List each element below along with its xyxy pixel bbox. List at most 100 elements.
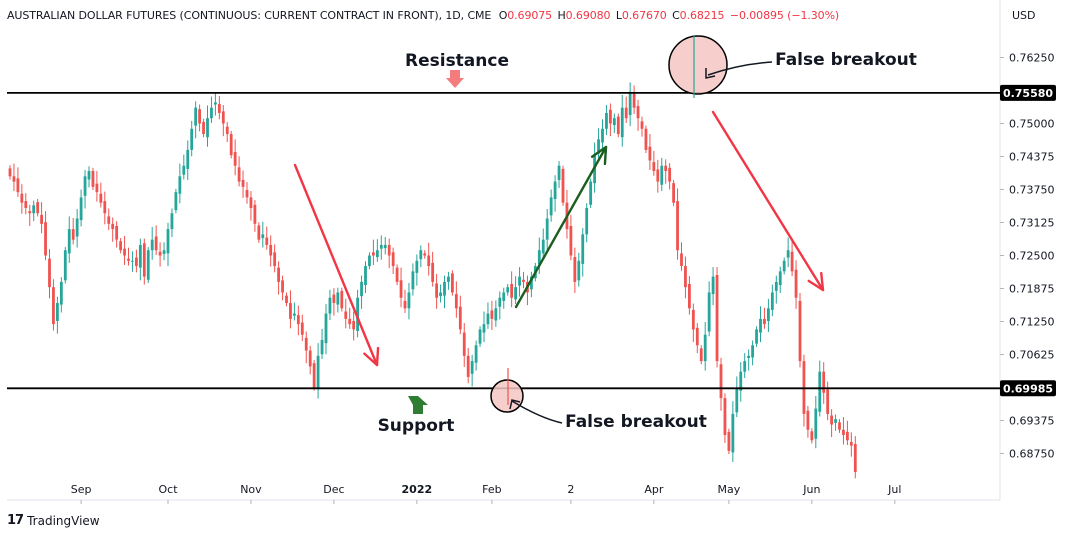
candle[interactable] bbox=[609, 103, 612, 137]
candle[interactable] bbox=[174, 188, 178, 214]
candle[interactable] bbox=[838, 419, 841, 433]
candle[interactable] bbox=[285, 292, 288, 307]
candle[interactable] bbox=[336, 287, 340, 313]
candle[interactable] bbox=[431, 251, 435, 287]
candle[interactable] bbox=[585, 203, 589, 243]
candle[interactable] bbox=[834, 414, 837, 431]
candle[interactable] bbox=[415, 254, 419, 286]
candle[interactable] bbox=[802, 354, 806, 427]
candle[interactable] bbox=[790, 240, 794, 277]
candle[interactable] bbox=[40, 202, 43, 234]
candle[interactable] bbox=[229, 130, 233, 159]
candle[interactable] bbox=[743, 353, 747, 378]
candle[interactable] bbox=[375, 239, 379, 262]
candle[interactable] bbox=[316, 343, 320, 399]
candle[interactable] bbox=[470, 354, 474, 387]
candle[interactable] bbox=[379, 235, 383, 260]
candle[interactable] bbox=[739, 362, 743, 402]
candle[interactable] bbox=[530, 271, 533, 298]
candle[interactable] bbox=[328, 289, 332, 320]
candle[interactable] bbox=[210, 96, 213, 123]
candle[interactable] bbox=[257, 222, 261, 243]
candle[interactable] bbox=[364, 261, 367, 293]
candle[interactable] bbox=[249, 191, 253, 221]
candle[interactable] bbox=[439, 284, 442, 303]
candle[interactable] bbox=[312, 360, 316, 391]
candle[interactable] bbox=[241, 170, 245, 198]
candle[interactable] bbox=[225, 121, 229, 142]
candle[interactable] bbox=[711, 267, 715, 306]
candle[interactable] bbox=[680, 242, 683, 271]
candle[interactable] bbox=[462, 323, 466, 367]
candle[interactable] bbox=[561, 165, 565, 206]
candle[interactable] bbox=[735, 376, 739, 418]
candle[interactable] bbox=[447, 271, 450, 290]
candle[interactable] bbox=[182, 154, 186, 180]
candle[interactable] bbox=[95, 171, 99, 202]
candle[interactable] bbox=[269, 235, 273, 267]
candle[interactable] bbox=[842, 417, 845, 445]
tradingview-brand[interactable]: 17 TradingView bbox=[7, 513, 100, 528]
candle[interactable] bbox=[474, 340, 478, 371]
candle[interactable] bbox=[632, 85, 636, 114]
candle[interactable] bbox=[352, 311, 356, 341]
candle[interactable] bbox=[214, 92, 217, 116]
candle[interactable] bbox=[206, 105, 209, 147]
candle[interactable] bbox=[273, 244, 277, 273]
candle[interactable] bbox=[605, 105, 608, 136]
candle[interactable] bbox=[202, 118, 205, 138]
candle[interactable] bbox=[245, 182, 249, 204]
candle[interactable] bbox=[304, 331, 308, 364]
candle[interactable] bbox=[688, 276, 691, 315]
candle[interactable] bbox=[427, 242, 431, 276]
candle[interactable] bbox=[814, 395, 818, 449]
candle[interactable] bbox=[48, 249, 51, 299]
candle[interactable] bbox=[123, 235, 126, 266]
candle[interactable] bbox=[506, 284, 510, 296]
candle[interactable] bbox=[237, 156, 241, 187]
candle[interactable] bbox=[624, 96, 628, 123]
candle[interactable] bbox=[545, 209, 549, 251]
candle[interactable] bbox=[407, 282, 411, 320]
candle[interactable] bbox=[822, 362, 826, 404]
candle[interactable] bbox=[577, 252, 581, 287]
candle[interactable] bbox=[628, 82, 632, 127]
candle[interactable] bbox=[71, 218, 75, 245]
candle[interactable] bbox=[103, 191, 107, 225]
candle[interactable] bbox=[332, 288, 336, 316]
candle[interactable] bbox=[806, 405, 810, 438]
candle[interactable] bbox=[28, 204, 32, 226]
candle[interactable] bbox=[32, 200, 36, 222]
candle[interactable] bbox=[458, 295, 462, 335]
candle[interactable] bbox=[466, 347, 470, 384]
candle[interactable] bbox=[372, 239, 375, 266]
candle[interactable] bbox=[684, 256, 687, 299]
candle[interactable] bbox=[383, 237, 387, 255]
candle[interactable] bbox=[115, 221, 119, 248]
candle[interactable] bbox=[443, 275, 446, 309]
candle[interactable] bbox=[695, 323, 699, 354]
candle[interactable] bbox=[8, 165, 12, 180]
candle[interactable] bbox=[494, 300, 498, 327]
candle[interactable] bbox=[150, 226, 154, 260]
candle[interactable] bbox=[490, 300, 494, 330]
candle[interactable] bbox=[652, 150, 656, 176]
candle[interactable] bbox=[24, 193, 28, 215]
candle[interactable] bbox=[12, 163, 16, 192]
candle[interactable] bbox=[454, 281, 458, 318]
candle[interactable] bbox=[261, 221, 265, 248]
candle[interactable] bbox=[395, 264, 399, 286]
candle[interactable] bbox=[798, 292, 802, 368]
candle[interactable] bbox=[289, 290, 292, 329]
candle[interactable] bbox=[138, 238, 142, 281]
candle[interactable] bbox=[344, 298, 348, 329]
candle[interactable] bbox=[91, 167, 95, 191]
candle[interactable] bbox=[691, 303, 695, 343]
candle[interactable] bbox=[178, 163, 182, 204]
candle[interactable] bbox=[368, 252, 371, 270]
candle[interactable] bbox=[640, 116, 644, 137]
candle[interactable] bbox=[217, 96, 221, 120]
candle[interactable] bbox=[719, 357, 723, 411]
candle[interactable] bbox=[853, 436, 857, 479]
candle[interactable] bbox=[127, 247, 130, 266]
